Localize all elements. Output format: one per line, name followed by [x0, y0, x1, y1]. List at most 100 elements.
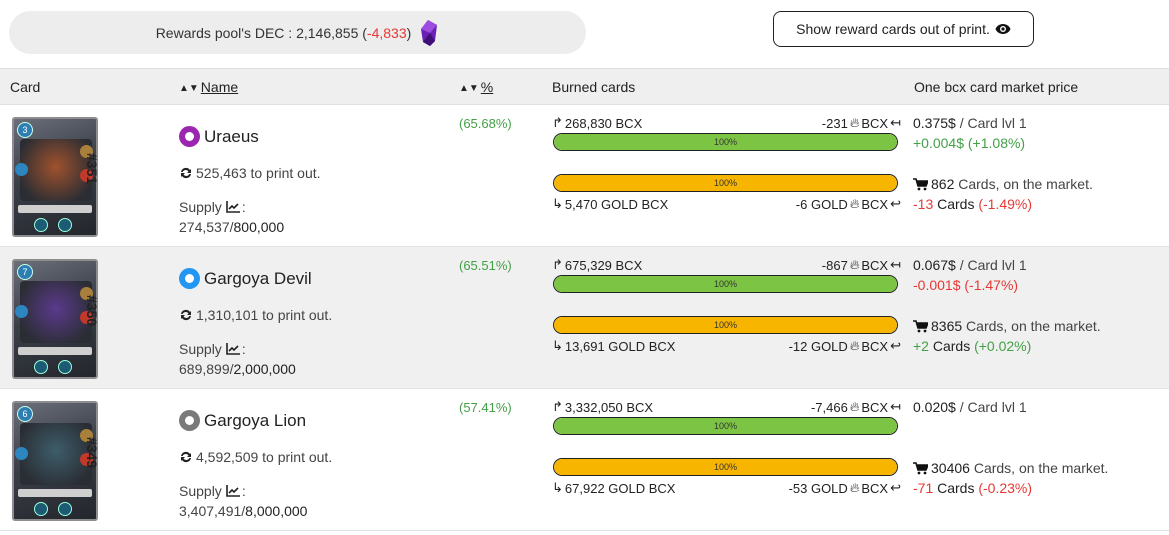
refresh-icon [179, 308, 193, 322]
rewards-pool-close: ) [406, 24, 412, 41]
regular-burn-fill [554, 276, 897, 292]
burn-gold-total: 5,470 GOLD BCX [564, 196, 669, 212]
price-change-line: +0.004$ (+1.08%) [913, 135, 1025, 151]
column-pct-sort[interactable]: ▲▼% [459, 79, 493, 95]
price-unit: / Card lvl 1 [955, 115, 1027, 131]
speed-icon [80, 145, 93, 158]
table-row: 7 #350 Gargoya Devil 1,310,101 to print … [0, 247, 1169, 389]
market-change-word: Cards [933, 196, 975, 212]
price-unit: / Card lvl 1 [955, 399, 1027, 415]
bcx-label: BCX [861, 257, 889, 273]
sort-icon: ▲▼ [459, 83, 479, 94]
market-change: -13 [913, 196, 934, 212]
card-image[interactable]: 3 [12, 117, 98, 237]
market-text: Cards, on the market. [969, 460, 1109, 476]
bcx-label: BCX [861, 338, 889, 354]
regular-burn-fill [554, 134, 897, 150]
column-price: One bcx card market price [914, 79, 1079, 95]
chart-line-icon[interactable] [226, 201, 240, 213]
regular-burn-bar-label: 100% [713, 137, 738, 147]
rewards-pool-label: Rewards pool's DEC : 2,146,855 ( [155, 24, 367, 41]
sort-icon: ▲▼ [179, 83, 199, 94]
print-out-line: 4,592,509 to print out. [179, 449, 332, 465]
supply-current: 3,407,491/ [179, 503, 246, 519]
supply-label: Supply : [179, 341, 246, 357]
chart-line-icon[interactable] [226, 343, 240, 355]
ability-icon [58, 218, 72, 232]
magic-icon [15, 163, 28, 176]
market-count: 8365 [931, 318, 963, 334]
column-burned: Burned cards [552, 79, 636, 95]
market-change: -71 [913, 480, 934, 496]
fire-icon: 🔥︎ [849, 338, 860, 353]
gold-burn-bar: 100% [553, 316, 898, 334]
burn-regular-change: -7,466 [810, 399, 848, 415]
supply-value: 3,407,491/8,000,000 [179, 503, 307, 519]
rare-rarity-icon [179, 268, 200, 289]
regular-burn-fill [554, 418, 897, 434]
supply-label-text: Supply [179, 199, 222, 215]
cart-icon [913, 178, 928, 191]
mana-badge: 6 [17, 406, 33, 422]
market-count: 30406 [931, 460, 970, 476]
card-image[interactable]: 6 [12, 401, 98, 521]
market-change-pct: (+0.02%) [974, 338, 1032, 354]
supply-value: 274,537/800,000 [179, 219, 284, 235]
chart-line-icon[interactable] [226, 485, 240, 497]
show-out-of-print-label: Show reward cards out of print. [796, 21, 990, 37]
card-image[interactable]: 7 [12, 259, 98, 379]
burn-regular-change: -231 [821, 115, 848, 131]
card-name-line[interactable]: Gargoya Devil [179, 268, 312, 289]
bcx-label: BCX [861, 480, 889, 496]
market-change-line: -13 Cards (-1.49%) [913, 196, 1032, 212]
price-change-pct: (+1.08%) [967, 135, 1026, 151]
gold-burn-bar-label: 100% [713, 462, 738, 472]
card-nameplate [18, 205, 92, 213]
table-header: Card ▲▼ Name ▲▼% Burned cards One bcx car… [0, 68, 1169, 105]
card-name-line[interactable]: Uraeus [179, 126, 259, 147]
supply-label-text: Supply [179, 483, 222, 499]
bcx-label: BCX [861, 196, 889, 212]
market-change-word: Cards [928, 338, 971, 354]
price-change: +0.004$ [913, 135, 964, 151]
burn-gold-change: -53 GOLD [788, 480, 848, 496]
ability-icon [58, 502, 72, 516]
arrow-return-icon: ↳ [552, 196, 563, 211]
gold-burn-fill [554, 459, 897, 475]
speed-icon [80, 287, 93, 300]
arrow-return-icon: ↳ [552, 480, 563, 495]
print-out-line: 525,463 to print out. [179, 165, 321, 181]
show-out-of-print-button[interactable]: Show reward cards out of print. [773, 11, 1034, 47]
regular-burn-bar: 100% [553, 275, 898, 293]
market-count: 862 [931, 176, 955, 192]
arrow-right-icon: ↱ [552, 399, 563, 414]
burn-regular-total: 268,830 BCX [564, 115, 643, 131]
supply-max: 800,000 [233, 219, 285, 235]
arrow-right-icon: ↱ [552, 257, 563, 272]
print-out-text: 525,463 to print out. [196, 165, 321, 181]
market-line: 30406 Cards, on the market. [913, 460, 1108, 476]
column-name-sort[interactable]: ▲▼ Name [179, 79, 238, 95]
arrow-right-icon: ↱ [552, 115, 563, 130]
health-icon [80, 453, 93, 466]
card-name-line[interactable]: Gargoya Lion [179, 410, 306, 431]
supply-current: 274,537/ [179, 219, 234, 235]
epic-rarity-icon [179, 126, 200, 147]
bcx-label: BCX [861, 115, 889, 131]
price-value: 0.375$ [913, 115, 956, 131]
arrow-left-icon: ↤ [890, 115, 901, 130]
eye-icon [995, 23, 1011, 35]
market-line: 862 Cards, on the market. [913, 176, 1093, 192]
market-text: Cards, on the market. [962, 318, 1101, 334]
magic-icon [15, 447, 28, 460]
gold-burn-fill [554, 175, 897, 191]
market-change: +2 [913, 338, 929, 354]
burn-gold-total: 13,691 GOLD BCX [564, 338, 676, 354]
speed-icon [80, 429, 93, 442]
market-change-word: Cards [933, 480, 975, 496]
regular-burn-bar-label: 100% [713, 279, 738, 289]
supply-value: 689,899/2,000,000 [179, 361, 296, 377]
supply-label: Supply : [179, 199, 246, 215]
rewards-pool-change: -4,833 [366, 24, 407, 41]
ability-icon [58, 360, 72, 374]
